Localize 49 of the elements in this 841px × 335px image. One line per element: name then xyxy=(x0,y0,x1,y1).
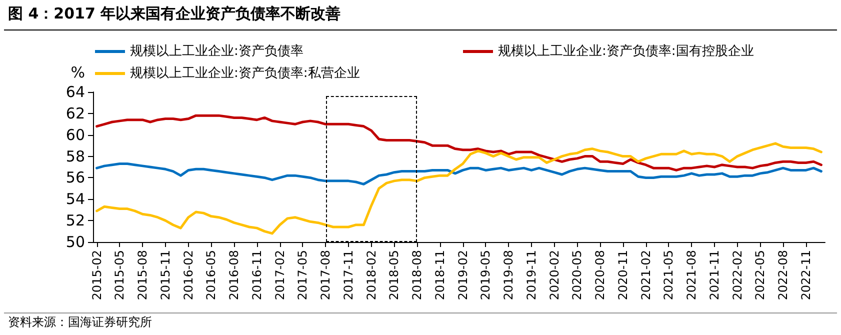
x-tick-label: 2017-02 xyxy=(272,250,287,300)
x-tick-label: 2022-08 xyxy=(776,250,790,300)
x-tick-label: 2022-05 xyxy=(753,250,768,300)
x-tick-label: 2022-02 xyxy=(730,250,744,300)
x-tick-label: 2017-11 xyxy=(341,250,356,300)
x-tick-label: 2021-05 xyxy=(662,250,676,300)
x-tick-label: 2019-08 xyxy=(502,250,516,300)
x-tick-label: 2016-08 xyxy=(227,250,242,300)
x-tick-label: 2022-11 xyxy=(798,250,813,300)
legend-label: 规模以上工业企业:资产负债率 xyxy=(130,43,304,59)
x-tick-label: 2018-05 xyxy=(387,250,402,300)
y-axis-title: % xyxy=(70,64,85,82)
x-tick-label: 2017-08 xyxy=(318,250,333,300)
line-series xyxy=(96,162,822,186)
y-tick-label: 64 xyxy=(66,83,85,101)
line-series xyxy=(96,142,822,235)
x-tick-label: 2019-05 xyxy=(478,250,493,300)
x-tick-label: 2015-05 xyxy=(112,250,127,300)
line-series xyxy=(96,114,822,172)
legend-label: 规模以上工业企业:资产负债率:私营企业 xyxy=(130,65,360,81)
text: 资料来源：国海证券研究所 xyxy=(8,315,152,329)
x-tick-label: 2018-02 xyxy=(364,250,378,300)
y-tick-label: 62 xyxy=(66,104,85,122)
x-tick-label: 2018-11 xyxy=(432,250,447,300)
y-tick-label: 52 xyxy=(66,212,85,230)
legend-label: 规模以上工业企业:资产负债率:国有控股企业 xyxy=(498,43,754,59)
y-tick-label: 60 xyxy=(66,126,85,144)
x-tick-label: 2019-02 xyxy=(456,250,470,300)
x-tick-label: 2020-11 xyxy=(616,250,630,300)
chart-title: 图 4：2017 年以来国有企业资产负债率不断改善 xyxy=(8,4,341,22)
x-tick-label: 2016-11 xyxy=(250,250,264,300)
y-tick-label: 54 xyxy=(66,190,85,208)
x-tick-label: 2017-05 xyxy=(296,250,310,300)
x-tick-label: 2015-02 xyxy=(90,250,104,300)
x-tick-label: 2019-11 xyxy=(524,250,538,300)
y-tick-label: 58 xyxy=(66,147,85,166)
x-tick-label: 2021-02 xyxy=(638,250,653,300)
y-tick-label: 56 xyxy=(66,168,85,187)
y-tick-label: 50 xyxy=(66,233,85,251)
x-tick-label: 2016-02 xyxy=(181,250,196,300)
x-tick-label: 2021-08 xyxy=(684,250,699,300)
x-tick-label: 2018-08 xyxy=(410,250,424,300)
x-tick-label: 2015-08 xyxy=(136,250,150,300)
x-tick-label: 2015-11 xyxy=(158,250,172,300)
x-tick-label: 2020-08 xyxy=(593,250,608,300)
x-tick-label: 2021-11 xyxy=(707,250,722,300)
x-tick-label: 2020-05 xyxy=(570,250,584,300)
x-tick-label: 2020-02 xyxy=(547,250,562,300)
x-tick-label: 2016-05 xyxy=(204,250,218,300)
